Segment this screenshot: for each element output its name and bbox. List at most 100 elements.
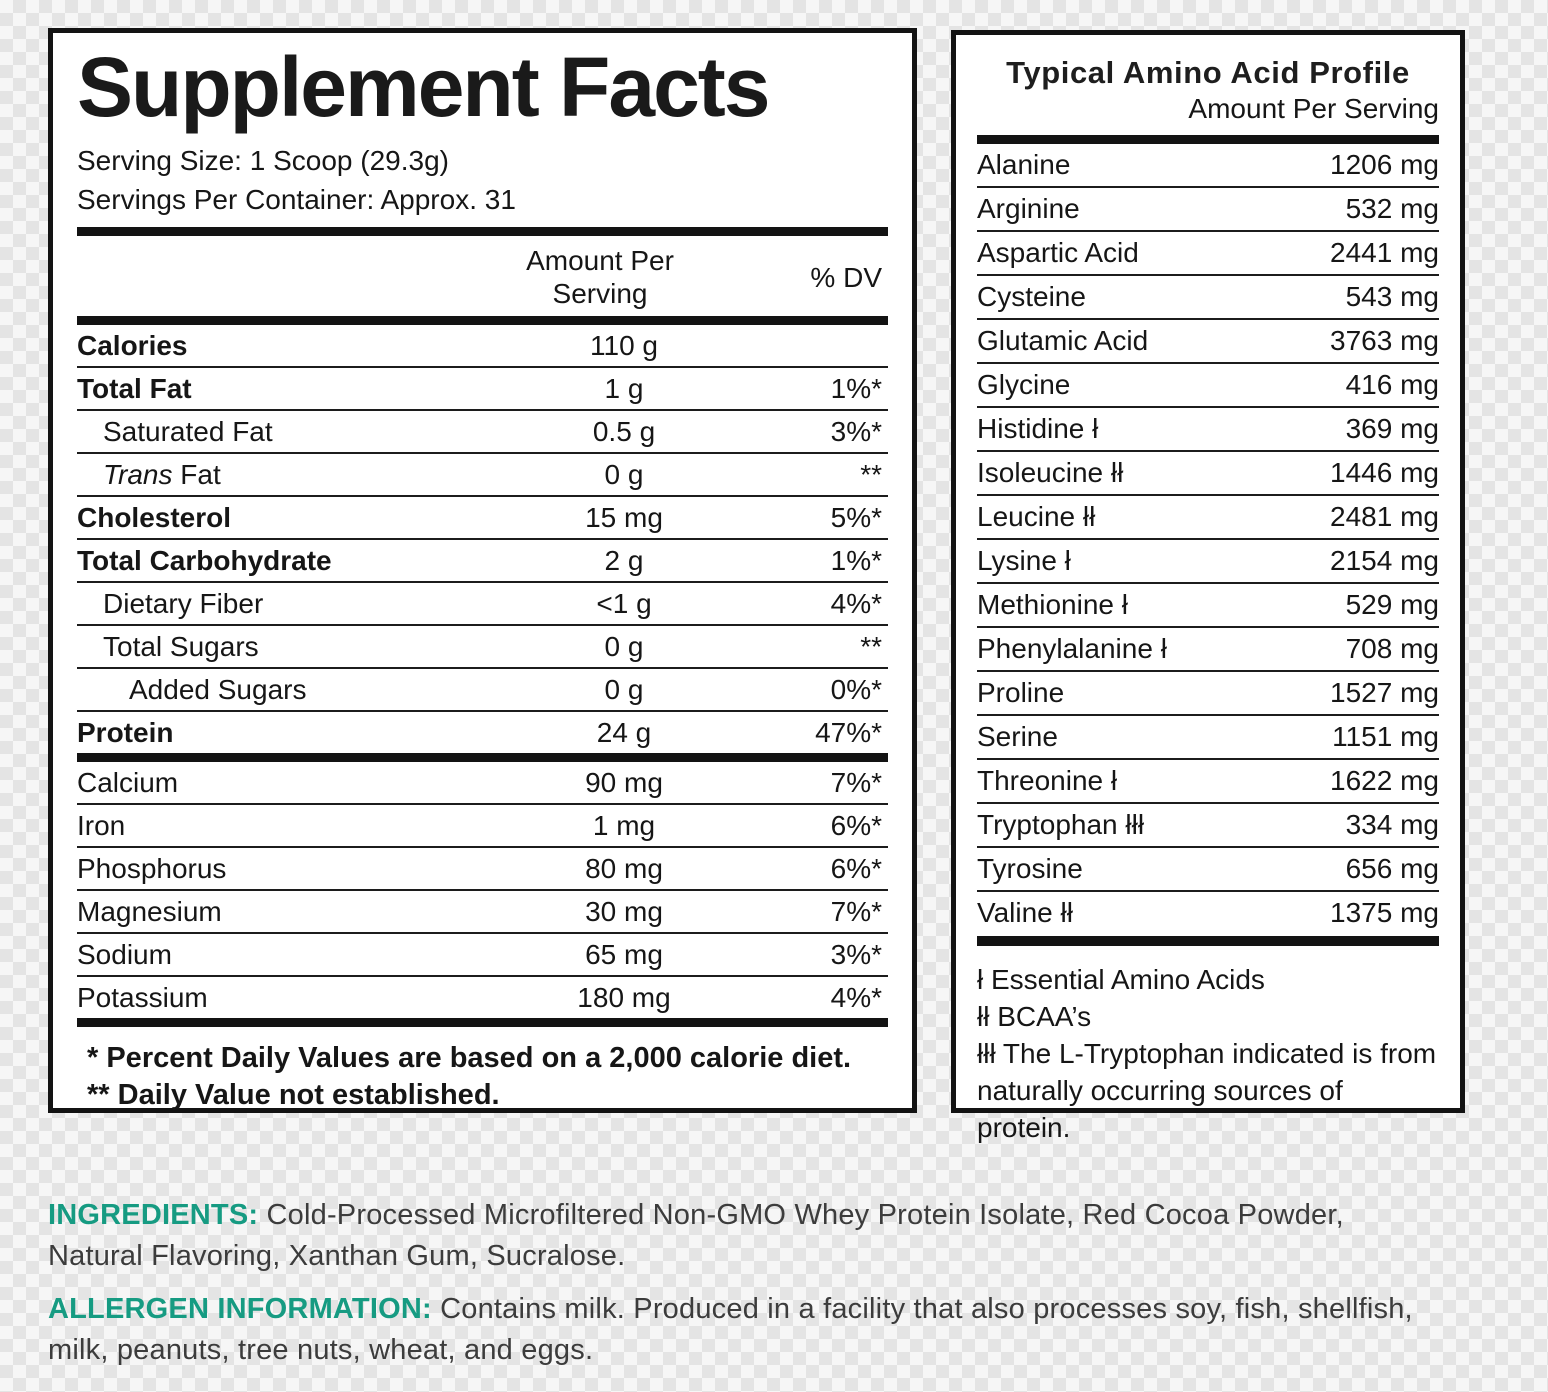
nutrient-row: Trans Fat 0 g ** (77, 452, 888, 495)
amino-row: Proline 1527 mg (977, 670, 1439, 714)
amino-name: Glycine (977, 369, 1071, 400)
amino-name: Phenylalanine ł (977, 633, 1167, 664)
servings-per-container: Servings Per Container: Approx. 31 (77, 184, 516, 216)
divider-thick (77, 753, 888, 763)
ingredients-paragraph: INGREDIENTS: Cold-Processed Microfiltere… (48, 1195, 1383, 1277)
nutrient-name-text: Protein (77, 716, 174, 748)
nutrient-row: Total Fat 1 g 1%* (77, 366, 888, 409)
nutrient-dv: 5%* (830, 501, 882, 533)
amino-name: Cysteine (977, 281, 1086, 312)
nutrient-amount: <1 g (596, 587, 652, 619)
amino-name: Valine łł (977, 897, 1073, 928)
nutrient-amount: 24 g (596, 716, 652, 748)
nutrient-row: Total Sugars 0 g ** (77, 624, 888, 667)
mineral-dv: 7%* (830, 895, 882, 927)
nutrient-row: Dietary Fiber <1 g 4%* (77, 581, 888, 624)
amino-amount: 708 mg (1345, 633, 1439, 664)
amino-name: Tyrosine (977, 853, 1083, 884)
nutrient-dv: 3%* (830, 415, 882, 447)
mineral-amount: 1 mg (592, 809, 656, 841)
amino-amount: 2154 mg (1330, 545, 1439, 576)
amino-amount: 2441 mg (1330, 237, 1439, 268)
ingredients-label: INGREDIENTS: (48, 1199, 259, 1231)
mineral-name: Calcium (77, 767, 509, 799)
nutrient-dv: 1%* (830, 372, 882, 404)
nutrient-name: Total Fat (77, 373, 509, 405)
amino-name: Histidine ł (977, 413, 1099, 444)
allergen-text: Contains milk. Produced in a facility th… (48, 1293, 1413, 1366)
nutrient-name-text: Saturated Fat (103, 415, 273, 447)
amino-amount: 529 mg (1345, 589, 1439, 620)
nutrient-name: Cholesterol (77, 502, 509, 534)
nutrient-amount: 0 g (604, 673, 644, 705)
amino-footnote-line: ł Essential Amino Acids (977, 964, 1265, 995)
amino-amount: 656 mg (1345, 853, 1439, 884)
amino-row: Lysine ł 2154 mg (977, 538, 1439, 582)
amino-row: Tyrosine 656 mg (977, 846, 1439, 890)
amino-amount: 1527 mg (1330, 677, 1439, 708)
amino-footnote-line: łł BCAA’s (977, 1001, 1092, 1032)
amino-name: Lysine ł (977, 545, 1071, 576)
nutrient-amount: 0.5 g (592, 415, 656, 447)
amino-name: Proline (977, 677, 1065, 708)
amino-amount: 1206 mg (1330, 149, 1439, 180)
mineral-name-text: Iron (77, 809, 126, 841)
divider-thick (77, 1018, 888, 1028)
nutrient-name-text: Total Sugars (103, 630, 259, 662)
amino-row: Tryptophan łłł 334 mg (977, 802, 1439, 846)
amino-profile-title: Typical Amino Acid Profile (1006, 55, 1410, 90)
nutrient-name: Trans Fat (77, 459, 509, 491)
amino-amount: 1375 mg (1330, 897, 1439, 928)
nutrient-name: Dietary Fiber (77, 588, 509, 620)
nutrient-name-text: Fat (172, 458, 221, 490)
nutrient-dv: 4%* (830, 587, 882, 619)
amino-row: Isoleucine łł 1446 mg (977, 450, 1439, 494)
amino-name: Arginine (977, 193, 1080, 224)
mineral-amount: 80 mg (585, 852, 663, 884)
nutrient-name-text: Total Fat (77, 372, 192, 404)
amino-row: Glutamic Acid 3763 mg (977, 318, 1439, 362)
percent-dv-header: % DV (810, 261, 882, 293)
supplement-facts-title: Supplement Facts (77, 40, 770, 134)
amino-amount-per-serving-header: Amount Per Serving (1188, 93, 1439, 124)
nutrient-dv: ** (860, 630, 882, 662)
nutrient-name-text: Calories (77, 329, 188, 361)
serving-size: Serving Size: 1 Scoop (29.3g) (77, 145, 449, 177)
mineral-dv: 3%* (830, 938, 882, 970)
amino-row: Leucine łł 2481 mg (977, 494, 1439, 538)
mineral-dv: 6%* (830, 809, 882, 841)
amino-row: Cysteine 543 mg (977, 274, 1439, 318)
amino-name: Leucine łł (977, 501, 1096, 532)
nutrient-name: Calories (77, 330, 509, 362)
nutrient-name: Protein (77, 717, 509, 749)
mineral-name-text: Sodium (77, 938, 172, 970)
footnote-line: * Percent Daily Values are based on a 2,… (87, 1042, 852, 1075)
nutrient-dv: 1%* (830, 544, 882, 576)
ingredients-text: Cold-Processed Microfiltered Non-GMO Whe… (48, 1199, 1344, 1272)
amino-rows: Alanine 1206 mg Arginine 532 mg Aspartic… (977, 144, 1439, 934)
amount-per-serving-header: Amount Per Serving (526, 245, 674, 310)
amino-name: Threonine ł (977, 765, 1118, 796)
mineral-amount: 65 mg (585, 938, 663, 970)
amino-footnotes: ł Essential Amino Acids łł BCAA’s łłł Th… (977, 961, 1439, 1146)
mineral-name: Magnesium (77, 896, 509, 928)
mineral-dv: 7%* (830, 766, 882, 798)
divider-thick (77, 316, 888, 326)
amino-name: Serine (977, 721, 1058, 752)
divider-thick (77, 227, 888, 237)
nutrient-name-text: Added Sugars (129, 673, 307, 705)
nutrient-name-text: Cholesterol (77, 501, 232, 533)
nutrient-row: Total Carbohydrate 2 g 1%* (77, 538, 888, 581)
amino-name: Tryptophan łłł (977, 809, 1145, 840)
amino-row: Serine 1151 mg (977, 714, 1439, 758)
amino-name: Alanine (977, 149, 1071, 180)
mineral-row: Potassium 180 mg 4%* (77, 975, 888, 1018)
mineral-row: Phosphorus 80 mg 6%* (77, 846, 888, 889)
mineral-name-text: Magnesium (77, 895, 222, 927)
nutrient-dv: 47%* (815, 716, 882, 748)
mineral-row: Sodium 65 mg 3%* (77, 932, 888, 975)
nutrient-row: Calories 110 g (77, 325, 888, 366)
amino-amount: 416 mg (1345, 369, 1439, 400)
daily-value-footnotes: * Percent Daily Values are based on a 2,… (77, 1040, 888, 1114)
amino-row: Histidine ł 369 mg (977, 406, 1439, 450)
